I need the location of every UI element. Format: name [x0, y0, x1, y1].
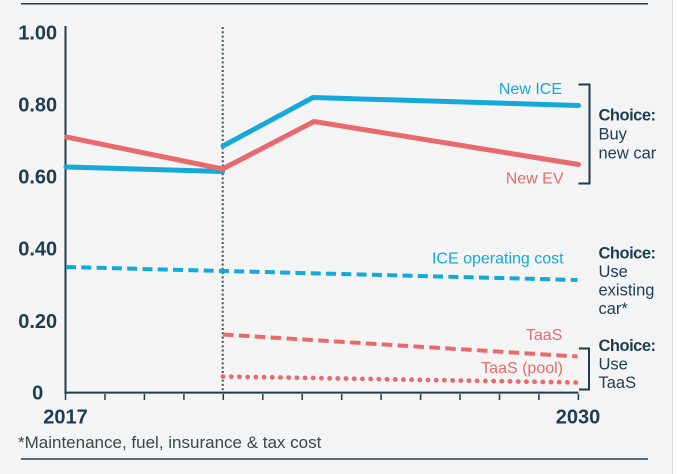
svg-text:0: 0	[32, 383, 43, 405]
svg-text:existing: existing	[599, 282, 655, 300]
svg-text:TaaS: TaaS	[526, 327, 562, 344]
svg-text:Buy: Buy	[599, 126, 628, 144]
svg-text:2030: 2030	[556, 407, 601, 429]
svg-text:TaaS: TaaS	[599, 374, 637, 392]
svg-text:1.00: 1.00	[18, 23, 57, 45]
svg-text:Use: Use	[599, 356, 628, 374]
svg-text:New ICE: New ICE	[499, 81, 562, 98]
svg-text:Choice:: Choice:	[599, 107, 656, 125]
svg-text:TaaS (pool): TaaS (pool)	[481, 360, 563, 377]
svg-text:Choice:: Choice:	[599, 245, 656, 263]
svg-text:*Maintenance, fuel, insurance: *Maintenance, fuel, insurance & tax cost	[18, 433, 322, 452]
svg-text:ICE operating cost: ICE operating cost	[432, 250, 564, 267]
svg-text:New EV: New EV	[506, 171, 564, 188]
svg-text:Use: Use	[599, 263, 628, 281]
svg-text:2017: 2017	[43, 407, 88, 429]
svg-text:0.20: 0.20	[18, 311, 57, 333]
svg-text:new car: new car	[599, 145, 657, 163]
svg-text:0.40: 0.40	[18, 239, 57, 261]
svg-text:0.80: 0.80	[18, 95, 57, 117]
svg-text:Choice:: Choice:	[599, 337, 656, 355]
svg-text:car*: car*	[599, 300, 629, 318]
svg-text:0.60: 0.60	[18, 167, 57, 189]
